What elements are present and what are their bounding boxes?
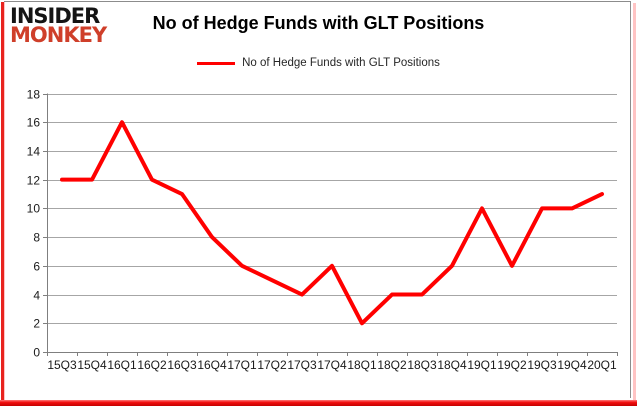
x-tick-label: 20Q1 (587, 358, 617, 372)
frame-accent-left (1, 2, 4, 400)
y-tick-label: 4 (33, 289, 40, 303)
x-tick-label: 17Q4 (317, 358, 347, 372)
frame-accent-bottom (0, 400, 637, 406)
x-tick-label: 18Q2 (377, 358, 407, 372)
chart-legend: No of Hedge Funds with GLT Positions (0, 55, 637, 71)
x-tick-label: 19Q2 (497, 358, 527, 372)
y-tick-label: 2 (33, 317, 40, 331)
y-tick-label: 0 (33, 346, 40, 360)
x-tick-label: 18Q4 (437, 358, 467, 372)
legend-line-swatch (197, 61, 236, 65)
x-tick-label: 16Q3 (167, 358, 197, 372)
x-tick-label: 19Q1 (467, 358, 497, 372)
y-tick-label: 8 (33, 231, 40, 245)
y-tick-label: 18 (27, 88, 41, 102)
frame-accent-right (633, 3, 636, 402)
y-tick-label: 10 (27, 202, 41, 216)
y-tick-label: 12 (27, 174, 41, 188)
logo-word-monkey: MONKEY (10, 23, 107, 48)
x-tick-label: 15Q3 (47, 358, 77, 372)
y-tick-label: 16 (27, 116, 41, 130)
x-tick-label: 17Q2 (257, 358, 287, 372)
x-tick-label: 18Q1 (347, 358, 377, 372)
logo-word-insider: INSIDER (10, 4, 100, 28)
chart-title: No of Hedge Funds with GLT Positions (152, 13, 485, 33)
x-tick-label: 16Q1 (107, 358, 137, 372)
x-tick-label: 15Q4 (77, 358, 107, 372)
x-tick-label: 16Q4 (197, 358, 227, 372)
legend-label: No of Hedge Funds with GLT Positions (242, 57, 440, 69)
series-line (60, 120, 604, 326)
frame-accent-left-inner (4, 2, 5, 400)
frame-border-right (630, 1, 631, 398)
x-tick-label: 18Q3 (407, 358, 437, 372)
y-tick-label: 14 (27, 145, 41, 159)
frame-border-top (4, 1, 631, 2)
x-tick-label: 17Q3 (287, 358, 317, 372)
x-tick-label: 19Q3 (527, 358, 557, 372)
x-tick-label: 16Q2 (137, 358, 167, 372)
x-tick-label: 19Q4 (557, 358, 587, 372)
x-tick-label: 17Q1 (227, 358, 257, 372)
insider-monkey-logo: INSIDER MONKEY (10, 4, 107, 48)
y-tick-label: 6 (33, 260, 40, 274)
